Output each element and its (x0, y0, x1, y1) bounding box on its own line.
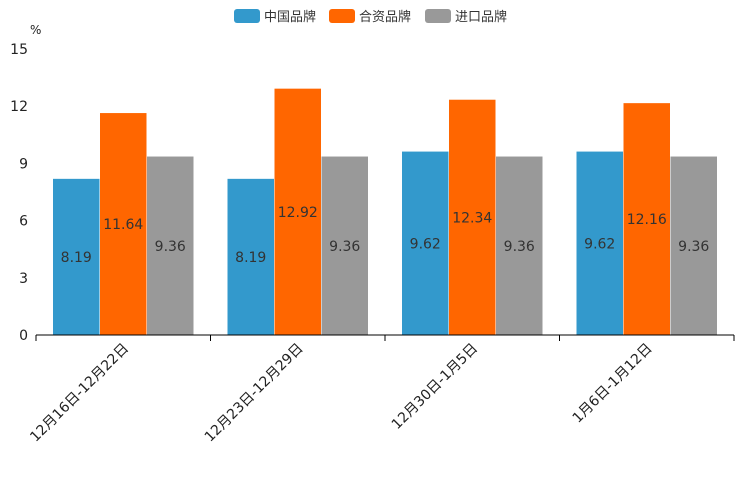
bars (53, 88, 718, 336)
y-tick-label: 15 (10, 42, 28, 58)
legend-swatch[interactable] (425, 9, 451, 23)
data-label: 8.19 (61, 250, 92, 266)
bar[interactable] (402, 151, 449, 335)
bar[interactable] (623, 103, 671, 336)
data-label: 9.36 (155, 239, 186, 255)
data-label: 9.62 (584, 236, 615, 252)
y-tick-label: 3 (19, 271, 28, 287)
bar[interactable] (321, 156, 369, 335)
legend-swatch[interactable] (329, 9, 355, 23)
y-axis: 0 3 6 9 12 15 (10, 42, 28, 344)
data-label: 9.36 (329, 239, 360, 255)
bar[interactable] (147, 156, 194, 335)
x-category-label: 1月6日-1月12日 (570, 341, 656, 427)
bar[interactable] (227, 178, 275, 335)
data-label: 12.34 (452, 210, 492, 226)
y-axis-unit-label: % (30, 23, 41, 37)
x-axis: 12月16日-12月22日 12月23日-12月29日 12月30日-1月5日 1月6… (27, 334, 735, 446)
bar[interactable] (496, 156, 543, 335)
x-category-label: 12月23日-12月29日 (202, 341, 307, 446)
data-label: 11.64 (103, 217, 143, 233)
data-label: 8.19 (235, 250, 266, 266)
bar[interactable] (449, 99, 496, 335)
data-label: 9.36 (678, 239, 709, 255)
legend-swatch[interactable] (234, 9, 260, 23)
y-tick-label: 12 (10, 99, 28, 115)
legend-label[interactable]: 进口品牌 (455, 9, 507, 25)
y-tick-label: 6 (19, 214, 28, 230)
x-category-label: 12月16日-12月22日 (27, 341, 132, 446)
legend: 中国品牌 合资品牌 进口品牌 (234, 9, 507, 25)
legend-label[interactable]: 中国品牌 (264, 9, 316, 25)
y-tick-label: 9 (19, 156, 28, 172)
data-label: 12.92 (278, 205, 318, 221)
bar[interactable] (100, 113, 147, 336)
x-category-label: 12月30日-1月5日 (389, 341, 481, 433)
data-label: 9.36 (504, 239, 535, 255)
y-tick-label: 0 (19, 328, 28, 344)
bar[interactable] (274, 88, 322, 336)
value-labels: 8.19 11.64 9.36 8.19 12.92 9.36 9.62 12.34 9.36 9… (61, 205, 710, 266)
bar[interactable] (670, 156, 718, 335)
bar[interactable] (576, 151, 624, 335)
legend-label[interactable]: 合资品牌 (359, 9, 411, 25)
data-label: 9.62 (410, 236, 441, 252)
bar[interactable] (53, 178, 100, 335)
data-label: 12.16 (627, 212, 667, 228)
